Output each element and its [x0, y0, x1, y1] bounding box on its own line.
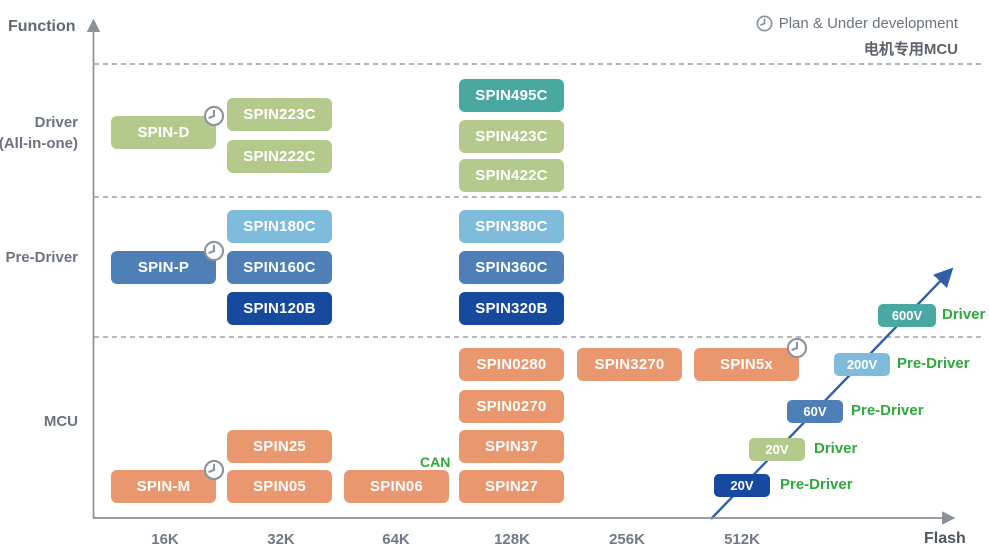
product-label: SPIN-D	[137, 124, 190, 141]
product-label: SPIN423C	[475, 128, 548, 145]
x-tick-128k: 128K	[494, 531, 530, 548]
clock-icon	[203, 240, 225, 262]
product-box-spin0270: SPIN0270	[459, 390, 564, 423]
voltage-value: 20V	[730, 478, 754, 493]
product-label: SPIN37	[485, 438, 538, 455]
product-box-spin360c: SPIN360C	[459, 251, 564, 284]
can-annotation: CAN	[420, 454, 451, 470]
product-label: SPIN0280	[476, 356, 547, 373]
row-label-driver-line2: (All-in-one)	[0, 135, 78, 152]
product-label: SPIN320B	[475, 300, 548, 317]
product-label: SPIN360C	[475, 259, 548, 276]
clock-icon	[756, 15, 773, 32]
legend-plan-label: Plan & Under development	[778, 15, 958, 32]
product-label: SPIN3270	[594, 356, 665, 373]
voltage-role-label: Pre-Driver	[780, 476, 853, 493]
product-box-spin320b: SPIN320B	[459, 292, 564, 325]
product-box-spin222c: SPIN222C	[227, 140, 332, 173]
voltage-badge-600v-driver: 600V	[878, 304, 936, 327]
product-box-spin37: SPIN37	[459, 430, 564, 463]
voltage-role-label: Driver	[814, 440, 858, 457]
x-tick-256k: 256K	[609, 531, 645, 548]
product-label: SPIN120B	[243, 300, 316, 317]
x-tick-512k: 512K	[724, 531, 760, 548]
product-box-spin-d: SPIN-D	[111, 105, 225, 149]
product-box-spin27: SPIN27	[459, 470, 564, 503]
product-box-spin180c: SPIN180C	[227, 210, 332, 243]
x-tick-64k: 64K	[382, 531, 410, 548]
product-label: SPIN27	[485, 478, 538, 495]
voltage-value: 60V	[803, 404, 827, 419]
voltage-value: 600V	[891, 308, 923, 323]
voltage-badge-60v-predriver: 60V	[787, 400, 843, 423]
row-label-pre-driver: Pre-Driver	[5, 249, 78, 266]
legend: Plan & Under development	[756, 15, 958, 32]
product-label: SPIN5x	[720, 356, 773, 373]
clock-icon	[203, 459, 225, 481]
product-label: SPIN223C	[243, 106, 316, 123]
product-label: SPIN380C	[475, 218, 548, 235]
product-box-spin160c: SPIN160C	[227, 251, 332, 284]
product-label: SPIN05	[253, 478, 306, 495]
product-label: SPIN25	[253, 438, 306, 455]
product-box-spin-p: SPIN-P	[111, 240, 225, 284]
product-box-spin495c: SPIN495C	[459, 79, 564, 112]
y-axis-title: Function	[8, 18, 76, 35]
product-label: SPIN-M	[136, 478, 191, 495]
x-tick-32k: 32K	[267, 531, 295, 548]
product-box-spin120b: SPIN120B	[227, 292, 332, 325]
product-box-spin05: SPIN05	[227, 470, 332, 503]
x-tick-16k: 16K	[151, 531, 179, 548]
clock-icon	[786, 337, 808, 359]
clock-icon	[203, 105, 225, 127]
product-label: SPIN222C	[243, 148, 316, 165]
product-label: SPIN06	[370, 478, 423, 495]
product-label: SPIN-P	[137, 259, 190, 276]
product-box-spin3270: SPIN3270	[577, 348, 682, 381]
product-box-spin423c: SPIN423C	[459, 120, 564, 153]
product-label: SPIN422C	[475, 167, 548, 184]
row-label-driver-line1: Driver	[34, 114, 78, 131]
product-box-spin380c: SPIN380C	[459, 210, 564, 243]
voltage-role-label: Driver	[942, 306, 986, 323]
product-box-spin422c: SPIN422C	[459, 159, 564, 192]
product-box-spin5x: SPIN5x	[694, 337, 808, 381]
product-box-spin-m: SPIN-M	[111, 459, 225, 503]
legend-subtitle: 电机专用MCU	[863, 41, 958, 58]
voltage-value: 20V	[765, 442, 789, 457]
row-label-mcu: MCU	[43, 413, 78, 430]
product-label: SPIN180C	[243, 218, 316, 235]
product-label: SPIN0270	[476, 398, 547, 415]
voltage-role-label: Pre-Driver	[897, 355, 970, 372]
voltage-badge-20v-predriver: 20V	[714, 474, 770, 497]
voltage-badge-20v-driver: 20V	[749, 438, 805, 461]
row-label-driver: Driver (All-in-one)	[0, 112, 78, 154]
voltage-badge-200v-predriver: 200V	[834, 353, 890, 376]
product-box-spin06: SPIN06	[344, 470, 449, 503]
product-box-spin223c: SPIN223C	[227, 98, 332, 131]
voltage-role-label: Pre-Driver	[851, 402, 924, 419]
product-label: SPIN495C	[475, 87, 548, 104]
product-box-spin25: SPIN25	[227, 430, 332, 463]
product-box-spin0280: SPIN0280	[459, 348, 564, 381]
x-axis-title: Flash	[924, 530, 966, 547]
voltage-value: 200V	[846, 357, 878, 372]
product-label: SPIN160C	[243, 259, 316, 276]
